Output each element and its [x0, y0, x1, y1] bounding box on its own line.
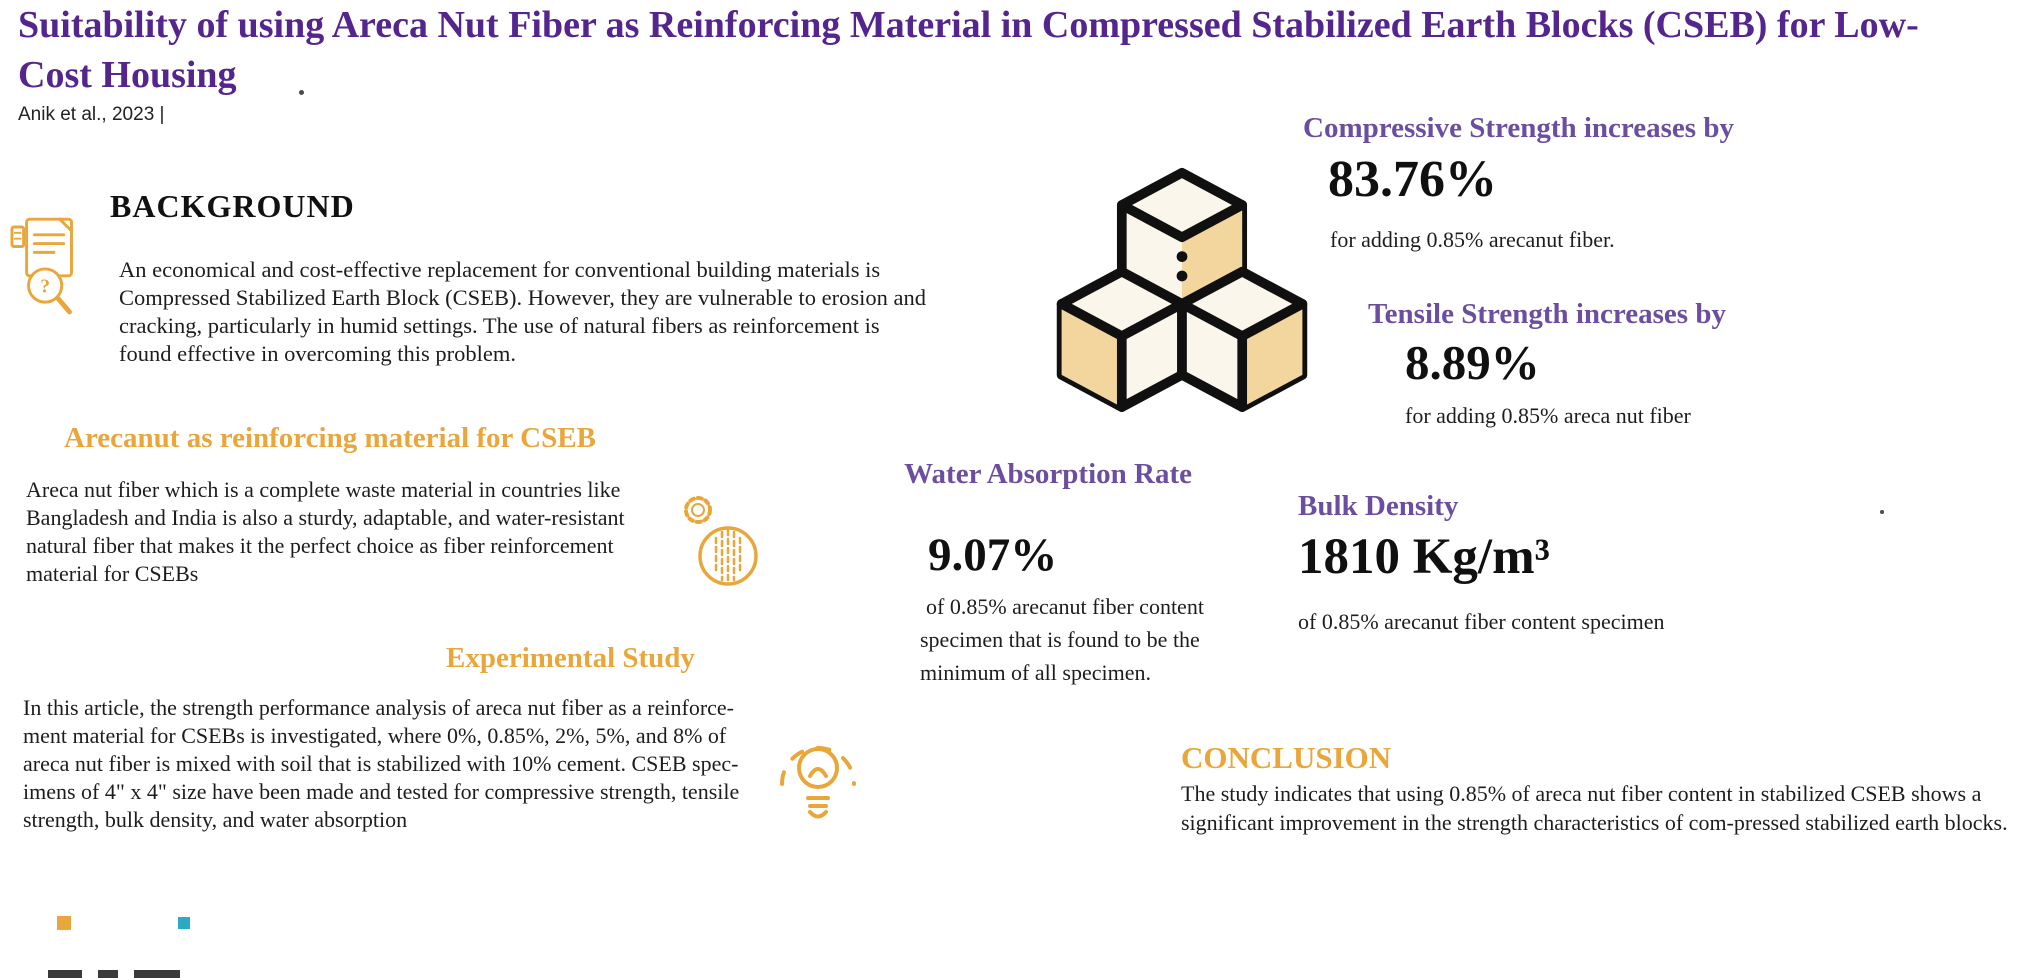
stray-dot	[1880, 510, 1884, 514]
lightbulb-icon	[780, 746, 856, 819]
bulk-density-heading: Bulk Density	[1298, 490, 1459, 522]
fiber-ball-icon	[684, 496, 758, 586]
document-magnifier-icon: ?	[10, 217, 73, 315]
svg-text:?: ?	[40, 276, 50, 297]
tensile-value: 8.89%	[1405, 335, 1540, 390]
bulk-density-caption: of 0.85% arecanut fiber content specimen	[1298, 609, 1665, 634]
cutoff-mark	[98, 970, 118, 978]
conclusion-body: The study indicates that using 0.85% of …	[1181, 781, 2008, 835]
byline: Anik et al., 2023 |	[18, 104, 165, 125]
page-title: Suitability of using Areca Nut Fiber as …	[18, 4, 1919, 97]
water-absorption-value: 9.07%	[928, 529, 1058, 581]
experimental-heading: Experimental Study	[446, 642, 695, 674]
water-absorption-caption: of 0.85% arecanut fiber content specimen…	[920, 594, 1204, 685]
water-absorption-heading: Water Absorption Rate	[904, 458, 1192, 490]
compressive-caption: for adding 0.85% arecanut fiber.	[1330, 227, 1615, 252]
stray-dot	[299, 90, 304, 95]
legend-marker-orange	[57, 916, 71, 930]
conclusion-heading: CONCLUSION	[1181, 740, 1392, 775]
compressive-heading: Compressive Strength increases by	[1303, 112, 1734, 144]
legend-marker-teal	[178, 917, 190, 929]
arecanut-heading: Arecanut as reinforcing material for CSE…	[64, 422, 596, 454]
tensile-heading: Tensile Strength increases by	[1368, 298, 1726, 330]
experimental-body: In this article, the strength performanc…	[23, 695, 740, 832]
background-body: An economical and cost-effective replace…	[119, 257, 927, 366]
cutoff-mark	[48, 970, 82, 978]
tensile-caption: for adding 0.85% areca nut fiber	[1405, 403, 1691, 428]
stacked-cubes-icon	[1056, 167, 1308, 412]
cutoff-mark	[134, 970, 180, 978]
arecanut-body: Areca nut fiber which is a complete wast…	[26, 477, 625, 586]
bulk-density-value: 1810 Kg/m³	[1298, 529, 1550, 585]
background-heading: BACKGROUND	[110, 188, 355, 224]
compressive-value: 83.76%	[1328, 151, 1497, 208]
